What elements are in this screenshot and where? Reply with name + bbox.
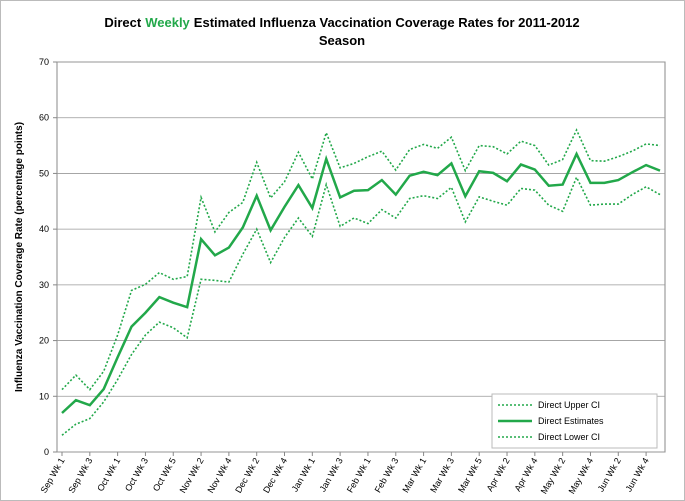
y-tick-label: 10 bbox=[39, 391, 49, 401]
series-line bbox=[61, 175, 661, 436]
title-highlight: Weekly bbox=[145, 15, 190, 30]
title-part: Direct bbox=[104, 15, 142, 30]
y-tick-label: 50 bbox=[39, 168, 49, 178]
title-part: Estimated Influenza Vaccination Coverage… bbox=[194, 15, 580, 30]
y-tick-label: 30 bbox=[39, 280, 49, 290]
series-line bbox=[61, 128, 661, 391]
y-tick-label: 20 bbox=[39, 336, 49, 346]
legend-label: Direct Lower CI bbox=[538, 432, 600, 442]
series-line bbox=[61, 150, 661, 414]
y-tick-label: 40 bbox=[39, 224, 49, 234]
legend-label: Direct Upper CI bbox=[538, 400, 600, 410]
y-axis-label: Influenza Vaccination Coverage Rate (per… bbox=[14, 122, 25, 392]
chart-title-line2: Season bbox=[319, 33, 365, 48]
y-tick-label: 0 bbox=[44, 447, 49, 457]
legend-label: Direct Estimates bbox=[538, 416, 604, 426]
y-tick-label: 70 bbox=[39, 57, 49, 67]
y-tick-label: 60 bbox=[39, 113, 49, 123]
chart-title: Direct Weekly Estimated Influenza Vaccinat… bbox=[104, 15, 579, 30]
